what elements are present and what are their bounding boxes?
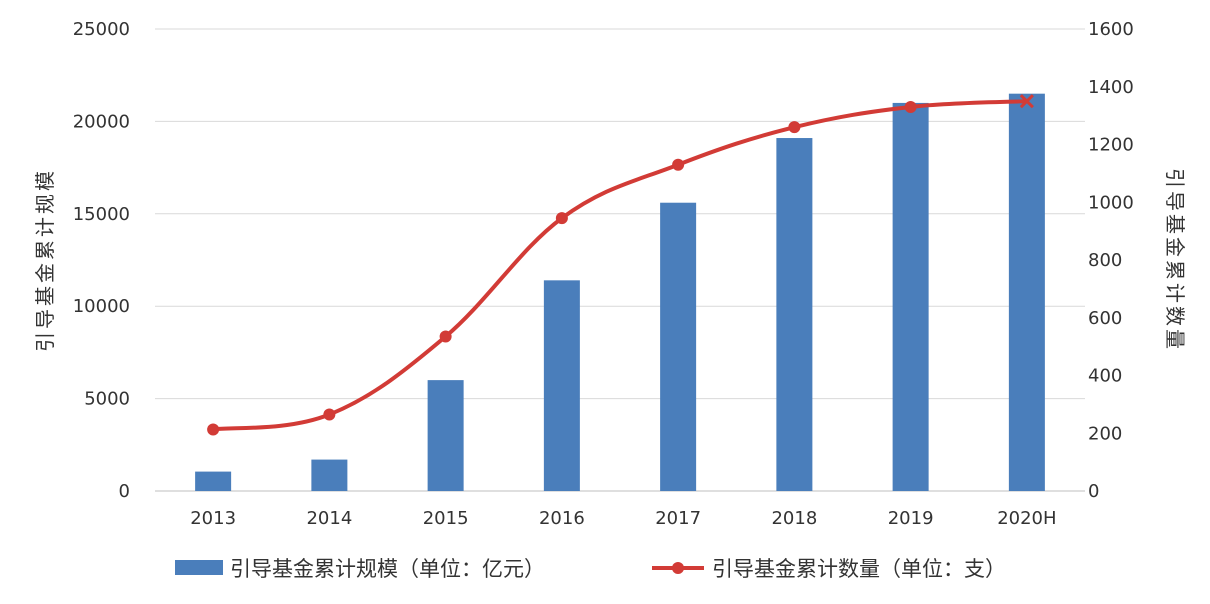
line-point [207, 423, 220, 436]
x-tick-label: 2017 [655, 508, 701, 529]
legend-swatch-marker [672, 562, 684, 574]
line-point [788, 121, 801, 134]
gridlines [155, 28, 1085, 492]
bar [311, 459, 348, 491]
left-tick-label: 15000 [73, 204, 130, 225]
x-tick-label: 2013 [190, 508, 236, 529]
legend-label-line: 引导基金累计数量（单位：支） [712, 557, 1006, 581]
bar [427, 380, 464, 491]
right-tick-label: 1600 [1088, 19, 1134, 40]
left-axis-ticks: 0 5000 10000 15000 20000 25000 [73, 19, 130, 502]
right-tick-label: 1400 [1088, 77, 1134, 98]
left-axis-title: 引导基金累计规模 [33, 168, 57, 352]
bar [892, 102, 929, 492]
line-point [904, 100, 917, 113]
right-tick-label: 1000 [1088, 192, 1134, 213]
line-point [439, 330, 452, 343]
bar [776, 138, 813, 492]
x-axis-ticks: 2013 2014 2015 2016 2017 2018 2019 2020H [190, 508, 1056, 529]
x-tick-label: 2019 [888, 508, 934, 529]
x-tick-label: 2014 [306, 508, 352, 529]
line-point [555, 212, 568, 225]
left-tick-label: 10000 [73, 296, 130, 317]
line-point [323, 408, 336, 421]
bar [660, 202, 697, 491]
bar [543, 280, 580, 491]
right-tick-label: 800 [1088, 250, 1122, 271]
right-tick-label: 400 [1088, 366, 1122, 387]
left-tick-label: 5000 [84, 389, 130, 410]
bar [1008, 93, 1045, 492]
legend-swatch-bar [175, 560, 223, 575]
right-axis-title: 引导基金累计数量 [1163, 168, 1187, 352]
x-tick-label: 2015 [423, 508, 469, 529]
right-tick-label: 1200 [1088, 135, 1134, 156]
x-tick-label: 2018 [771, 508, 817, 529]
legend-label-bar: 引导基金累计规模（单位：亿元） [230, 557, 545, 581]
left-tick-label: 20000 [73, 111, 130, 132]
line-point [672, 158, 685, 171]
line-series-count [207, 94, 1034, 436]
bar [195, 471, 232, 491]
bar-series-scale [195, 93, 1045, 492]
x-tick-label: 2020H [997, 508, 1056, 529]
x-tick-label: 2016 [539, 508, 585, 529]
legend: 引导基金累计规模（单位：亿元） 引导基金累计数量（单位：支） [175, 557, 1006, 581]
right-tick-label: 0 [1088, 481, 1099, 502]
right-tick-label: 200 [1088, 423, 1122, 444]
right-tick-label: 600 [1088, 308, 1122, 329]
right-axis-ticks: 0 200 400 600 800 1000 1200 1400 1600 [1088, 19, 1134, 502]
line-path [211, 99, 1029, 432]
line-point [1019, 94, 1034, 109]
left-tick-label: 25000 [73, 19, 130, 40]
left-tick-label: 0 [119, 481, 130, 502]
